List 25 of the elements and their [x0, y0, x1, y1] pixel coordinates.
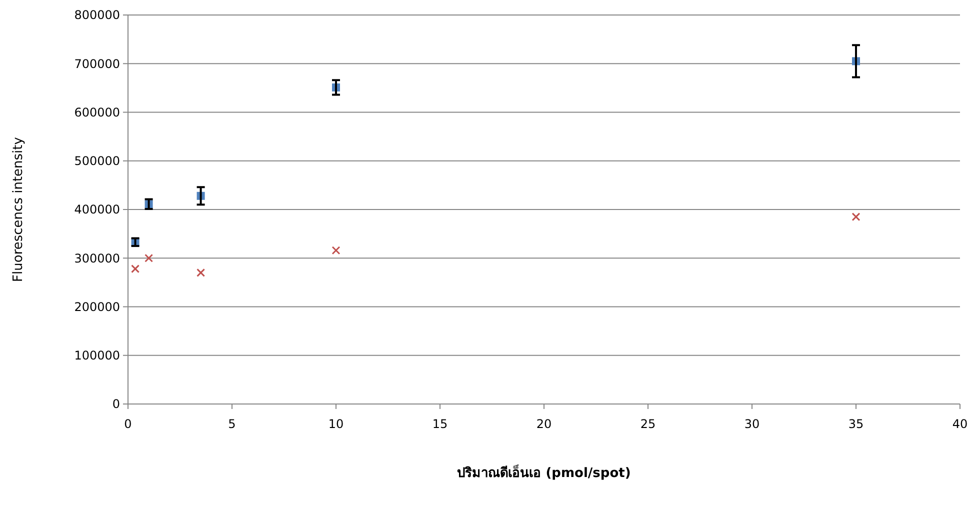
y-tick-label: 600000 — [74, 105, 120, 120]
y-axis-title: Fluorescencs intensity — [11, 136, 26, 282]
point — [131, 264, 140, 274]
x-tick-label: 5 — [228, 417, 236, 432]
point — [196, 268, 206, 277]
y-tick-label: 700000 — [74, 56, 120, 71]
x-tick-label: 15 — [432, 417, 448, 432]
x-tick-label: 25 — [640, 417, 656, 432]
x-tick-label: 40 — [952, 417, 968, 432]
y-tick-label: 300000 — [74, 251, 120, 266]
x-tick-label: 10 — [328, 417, 344, 432]
x-tick-label: 20 — [536, 417, 552, 432]
y-tick-label: 400000 — [74, 202, 120, 217]
point — [144, 254, 154, 262]
x-tick-label: 35 — [848, 417, 864, 432]
y-tick-label: 800000 — [74, 8, 120, 22]
point — [332, 246, 340, 255]
x-axis-title: ปริมาณดีเอ็นเอ (pmol/spot) — [457, 463, 631, 481]
y-tick-label: 0 — [112, 397, 120, 412]
x-tick-label: 0 — [124, 417, 132, 432]
y-tick-label: 200000 — [74, 300, 120, 314]
y-tick-label: 500000 — [74, 154, 120, 168]
point — [852, 212, 860, 222]
x-tick-label: 30 — [744, 417, 760, 432]
y-tick-label: 100000 — [74, 348, 120, 363]
